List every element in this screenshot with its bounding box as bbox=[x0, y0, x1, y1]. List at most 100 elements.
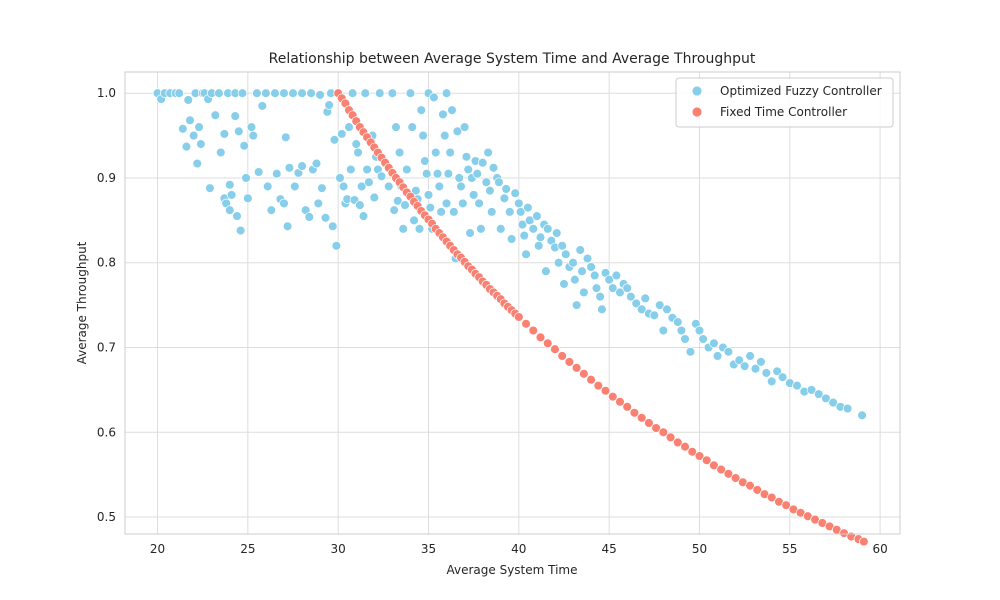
data-point bbox=[463, 164, 473, 175]
data-point bbox=[461, 152, 472, 162]
x-tick-label: 45 bbox=[602, 542, 617, 556]
data-point bbox=[579, 369, 589, 379]
data-point bbox=[376, 171, 387, 182]
data-point bbox=[651, 423, 661, 433]
data-point bbox=[454, 173, 464, 183]
data-point bbox=[394, 147, 405, 158]
data-point bbox=[521, 319, 531, 329]
data-point bbox=[600, 385, 611, 396]
data-point bbox=[514, 198, 524, 209]
data-point bbox=[501, 184, 511, 194]
data-point bbox=[813, 389, 824, 399]
data-point bbox=[306, 88, 316, 98]
data-point bbox=[346, 164, 356, 175]
data-point bbox=[436, 207, 446, 217]
data-point bbox=[589, 270, 600, 281]
data-point bbox=[559, 279, 569, 289]
data-point bbox=[194, 122, 204, 132]
data-point bbox=[730, 473, 741, 483]
data-point bbox=[362, 164, 372, 175]
data-point bbox=[216, 147, 226, 158]
data-point bbox=[407, 122, 417, 132]
data-point bbox=[777, 372, 788, 382]
data-point bbox=[723, 346, 734, 357]
data-point bbox=[237, 88, 248, 98]
data-point bbox=[441, 198, 452, 209]
data-point bbox=[297, 161, 307, 171]
data-point bbox=[420, 156, 430, 166]
data-point bbox=[488, 163, 499, 173]
data-point bbox=[239, 141, 249, 151]
data-point bbox=[586, 374, 596, 385]
data-point bbox=[591, 283, 602, 293]
data-point bbox=[358, 211, 369, 221]
data-point bbox=[449, 207, 459, 217]
legend-label-fixed-time: Fixed Time Controller bbox=[720, 105, 847, 119]
data-point bbox=[219, 129, 230, 139]
data-point bbox=[331, 241, 342, 251]
data-point bbox=[649, 310, 660, 321]
data-point bbox=[515, 207, 526, 217]
data-point bbox=[806, 385, 817, 395]
data-point bbox=[541, 266, 551, 276]
data-point bbox=[320, 213, 331, 223]
data-point bbox=[528, 224, 539, 234]
data-point bbox=[183, 95, 193, 105]
data-point bbox=[430, 147, 441, 158]
data-point bbox=[335, 173, 345, 183]
data-point bbox=[447, 105, 457, 115]
data-point bbox=[174, 88, 184, 98]
data-point bbox=[434, 181, 445, 192]
y-axis-label: Average Throughput bbox=[75, 241, 89, 364]
data-point bbox=[452, 126, 463, 137]
data-point bbox=[432, 168, 443, 179]
legend-box bbox=[675, 77, 894, 128]
data-points bbox=[152, 88, 869, 547]
data-point bbox=[429, 92, 439, 103]
data-point bbox=[281, 132, 291, 143]
data-point bbox=[611, 270, 622, 281]
data-point bbox=[597, 304, 607, 315]
y-tick-label: 0.8 bbox=[97, 256, 116, 270]
legend-label-optimized-fuzzy: Optimized Fuzzy Controller bbox=[720, 84, 882, 98]
data-point bbox=[550, 344, 560, 354]
data-point bbox=[828, 397, 838, 408]
data-point bbox=[468, 190, 479, 200]
data-point bbox=[535, 332, 546, 343]
data-point bbox=[571, 300, 582, 310]
data-point bbox=[235, 225, 246, 236]
x-tick-label: 20 bbox=[150, 542, 165, 556]
data-point bbox=[615, 397, 625, 407]
data-point bbox=[510, 188, 520, 198]
data-point bbox=[519, 230, 529, 241]
data-point bbox=[483, 147, 493, 158]
y-tick-labels: 0.5 0.6 0.7 0.8 0.9 1.0 bbox=[97, 86, 116, 524]
data-point bbox=[494, 177, 504, 187]
data-point bbox=[557, 351, 567, 361]
data-point bbox=[481, 177, 492, 187]
data-point bbox=[532, 211, 542, 221]
data-point bbox=[712, 351, 723, 361]
data-point bbox=[608, 391, 618, 402]
data-point bbox=[608, 283, 618, 293]
data-point bbox=[542, 224, 553, 234]
data-point bbox=[579, 287, 589, 298]
data-point bbox=[324, 100, 334, 110]
data-point bbox=[279, 88, 289, 98]
y-tick-label: 1.0 bbox=[97, 86, 116, 100]
data-point bbox=[517, 219, 528, 230]
data-point bbox=[524, 215, 535, 226]
data-point bbox=[506, 234, 517, 244]
data-point bbox=[499, 193, 510, 204]
data-point bbox=[248, 130, 259, 141]
data-point bbox=[391, 122, 401, 132]
data-point bbox=[766, 492, 777, 503]
data-point bbox=[225, 179, 235, 190]
data-point bbox=[304, 212, 315, 222]
data-point bbox=[772, 366, 782, 376]
data-point bbox=[369, 192, 380, 203]
data-point bbox=[571, 363, 582, 373]
data-point bbox=[631, 298, 641, 309]
data-point bbox=[282, 221, 293, 232]
data-point bbox=[615, 287, 625, 298]
